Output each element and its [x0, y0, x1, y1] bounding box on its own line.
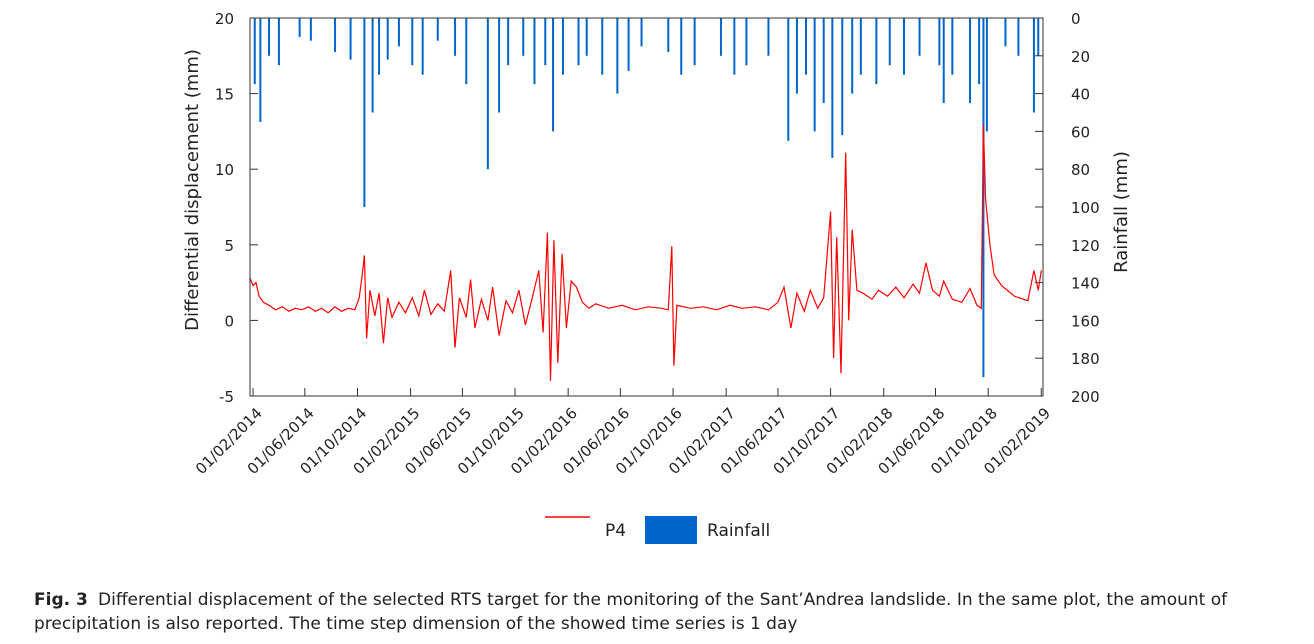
rain-bar	[1037, 18, 1040, 56]
rain-bar	[436, 18, 439, 41]
y2-tick-label: 40	[1071, 86, 1090, 104]
y-axis-title: Differential displacement (mm)	[182, 49, 203, 331]
rain-bar	[561, 18, 564, 75]
rain-bar	[680, 18, 683, 75]
rain-bar	[851, 18, 854, 94]
rain-bar	[1032, 18, 1035, 113]
y2-axis-title: Rainfall (mm)	[1111, 151, 1132, 273]
caption-text: Differential displacement of the selecte…	[98, 590, 1228, 610]
rain-bar	[822, 18, 825, 104]
rain-bar	[454, 18, 457, 56]
rain-bar	[767, 18, 770, 56]
rain-bar	[363, 18, 366, 207]
y-tick-label: 20	[215, 10, 234, 28]
rain-bar	[411, 18, 414, 66]
rain-bar	[719, 18, 722, 56]
y2-tick-label: 60	[1071, 123, 1090, 141]
rain-bar	[544, 18, 547, 66]
y-tick-label: -5	[219, 388, 234, 406]
rain-bar	[334, 18, 337, 53]
y2-tick-label: 100	[1071, 199, 1100, 217]
rain-bar	[875, 18, 878, 85]
rain-bar	[831, 18, 834, 158]
plot-frame	[249, 17, 1044, 397]
rain-bar	[888, 18, 891, 66]
rain-bar	[465, 18, 468, 85]
y2-tick-label: 180	[1071, 350, 1100, 368]
rain-bar	[577, 18, 580, 66]
rain-bar	[627, 18, 630, 71]
rain-bar	[733, 18, 736, 75]
y-tick-label: 0	[224, 312, 234, 330]
rain-bar	[267, 18, 270, 56]
rain-bar	[942, 18, 945, 104]
rain-bar	[918, 18, 921, 56]
rain-bar	[259, 18, 262, 122]
rain-bar	[421, 18, 424, 75]
rain-bar	[1017, 18, 1020, 56]
rain-bar	[349, 18, 352, 60]
y2-tick-label: 80	[1071, 161, 1090, 179]
rain-bar	[585, 18, 588, 56]
rain-bar	[533, 18, 536, 85]
rain-bar	[795, 18, 798, 94]
rain-bar	[745, 18, 748, 66]
rain-bar	[969, 18, 972, 104]
rain-bar	[522, 18, 525, 56]
rain-bar	[805, 18, 808, 75]
rain-bar	[938, 18, 941, 66]
y2-tick-label: 160	[1071, 312, 1100, 330]
rain-bar	[507, 18, 510, 66]
rain-bar	[978, 18, 981, 85]
legend-swatch	[645, 516, 697, 544]
rain-bar	[787, 18, 790, 141]
rain-bar	[985, 18, 988, 132]
rain-bar	[277, 18, 280, 66]
rain-bar	[498, 18, 501, 113]
rain-bar	[1004, 18, 1007, 47]
rain-bar	[386, 18, 389, 60]
y2-tick-label: 0	[1071, 10, 1081, 28]
y2-tick-label: 120	[1071, 237, 1100, 255]
rain-bar	[371, 18, 374, 113]
rain-bar	[982, 18, 985, 378]
rain-bar	[253, 18, 256, 85]
rain-bar	[813, 18, 816, 132]
y-tick-label: 15	[215, 86, 234, 104]
rain-bar	[552, 18, 555, 132]
rain-bar	[841, 18, 844, 136]
caption-text: precipitation is also reported. The time…	[34, 614, 797, 634]
rain-bar	[397, 18, 400, 47]
rain-bar	[667, 18, 670, 53]
rain-bar	[902, 18, 905, 75]
caption-label: Fig. 3	[34, 590, 88, 610]
legend-label: Rainfall	[707, 521, 770, 541]
rain-bar	[601, 18, 604, 75]
y2-tick-label: 140	[1071, 275, 1100, 293]
rain-bar	[378, 18, 381, 75]
rain-bar	[859, 18, 862, 75]
rain-bar	[298, 18, 301, 37]
y-tick-label: 10	[215, 161, 234, 179]
line	[249, 125, 1042, 381]
rain-bar	[309, 18, 312, 41]
y-tick-label: 5	[224, 237, 234, 255]
y2-tick-label: 20	[1071, 48, 1090, 66]
rain-bar	[693, 18, 696, 66]
rain-bar	[951, 18, 954, 75]
legend-label: P4	[605, 521, 626, 541]
y2-tick-label: 200	[1071, 388, 1100, 406]
rain-bar	[640, 18, 643, 47]
rain-bar	[486, 18, 489, 170]
rain-bar	[616, 18, 619, 94]
